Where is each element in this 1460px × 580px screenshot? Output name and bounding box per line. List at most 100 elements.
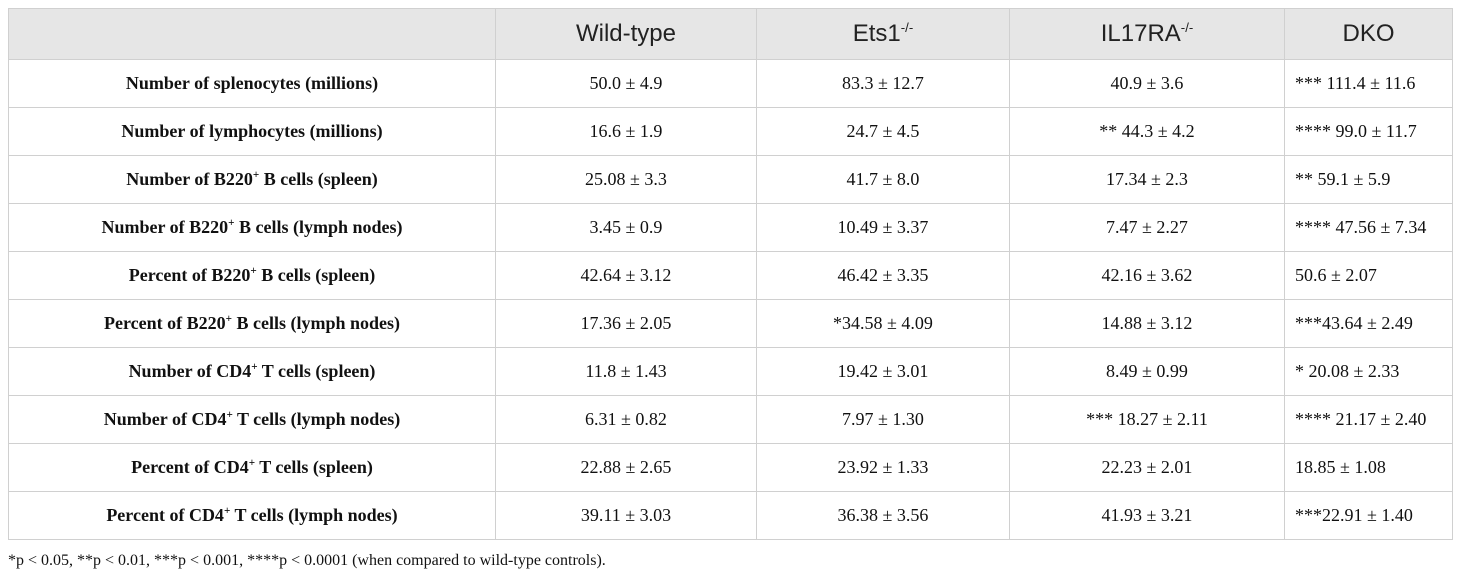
cell-ets1: 41.7 ± 8.0	[756, 155, 1010, 204]
cell-ets1: 19.42 ± 3.01	[756, 347, 1010, 396]
cell-il17ra: 7.47 ± 2.27	[1009, 203, 1285, 252]
header-il17ra: IL17RA-/-	[1009, 8, 1285, 60]
cell-dko: ** 59.1 ± 5.9	[1284, 155, 1453, 204]
cell-dko: 50.6 ± 2.07	[1284, 251, 1453, 300]
row-label: Number of CD4+ T cells (lymph nodes)	[8, 395, 496, 444]
table-row: Percent of CD4+ T cells (lymph nodes) 39.…	[8, 491, 1453, 540]
table-body: Number of splenocytes (millions) 50.0 ± 4…	[8, 59, 1453, 540]
row-label-post: T cells (lymph nodes)	[230, 505, 398, 525]
row-label: Number of B220+ B cells (spleen)	[8, 155, 496, 204]
row-label-pre: Percent of CD4	[131, 457, 249, 477]
table-row: Number of splenocytes (millions) 50.0 ± 4…	[8, 59, 1453, 108]
row-label-sup: +	[228, 217, 235, 229]
cell-dko: ***43.64 ± 2.49	[1284, 299, 1453, 348]
row-label-post: T cells (lymph nodes)	[232, 409, 401, 429]
row-label-pre: Number of B220	[101, 217, 229, 237]
table-row: Percent of B220+ B cells (spleen) 42.64 ±…	[8, 251, 1453, 300]
cell-wild-type: 11.8 ± 1.43	[495, 347, 757, 396]
cell-il17ra: 8.49 ± 0.99	[1009, 347, 1285, 396]
row-label: Percent of CD4+ T cells (spleen)	[8, 443, 496, 492]
cell-ets1: 10.49 ± 3.37	[756, 203, 1010, 252]
header-wild-type: Wild-type	[495, 8, 757, 60]
row-label: Number of CD4+ T cells (spleen)	[8, 347, 496, 396]
cell-il17ra: 42.16 ± 3.62	[1009, 251, 1285, 300]
row-label-pre: Number of splenocytes (millions)	[125, 73, 379, 93]
header-ets1-main: Ets1	[852, 20, 901, 47]
cell-dko: *** 111.4 ± 11.6	[1284, 59, 1453, 108]
cell-wild-type: 25.08 ± 3.3	[495, 155, 757, 204]
header-il17ra-main: IL17RA	[1100, 20, 1181, 47]
cell-il17ra: 41.93 ± 3.21	[1009, 491, 1285, 540]
cell-dko: **** 47.56 ± 7.34	[1284, 203, 1453, 252]
row-label-sup: +	[223, 505, 231, 517]
row-label-pre: Percent of B220	[103, 313, 226, 333]
row-label-post: B cells (lymph nodes)	[234, 217, 403, 237]
row-label-sup: +	[225, 313, 232, 325]
cell-il17ra: 40.9 ± 3.6	[1009, 59, 1285, 108]
table-row: Number of lymphocytes (millions) 16.6 ± 1…	[8, 107, 1453, 156]
significance-footnote: *p < 0.05, **p < 0.01, ***p < 0.001, ***…	[8, 552, 606, 569]
cell-wild-type: 42.64 ± 3.12	[495, 251, 757, 300]
cell-dko: **** 21.17 ± 2.40	[1284, 395, 1453, 444]
row-label: Percent of B220+ B cells (lymph nodes)	[8, 299, 496, 348]
row-label-sup: +	[226, 409, 233, 421]
cell-il17ra: 22.23 ± 2.01	[1009, 443, 1285, 492]
row-label: Percent of B220+ B cells (spleen)	[8, 251, 496, 300]
cell-ets1: 7.97 ± 1.30	[756, 395, 1010, 444]
row-label: Percent of CD4+ T cells (lymph nodes)	[8, 491, 496, 540]
table-row: Number of B220+ B cells (spleen) 25.08 ± …	[8, 155, 1453, 204]
row-label-post: B cells (spleen)	[256, 265, 376, 285]
header-dko: DKO	[1284, 8, 1453, 60]
row-label-pre: Percent of CD4	[106, 505, 224, 525]
cell-ets1: 46.42 ± 3.35	[756, 251, 1010, 300]
table-row: Number of B220+ B cells (lymph nodes) 3.4…	[8, 203, 1453, 252]
cell-ets1: 24.7 ± 4.5	[756, 107, 1010, 156]
row-label-pre: Number of CD4	[128, 361, 252, 381]
table-row: Number of CD4+ T cells (lymph nodes) 6.31…	[8, 395, 1453, 444]
cell-wild-type: 22.88 ± 2.65	[495, 443, 757, 492]
header-ets1: Ets1-/-	[756, 8, 1010, 60]
cell-il17ra: *** 18.27 ± 2.11	[1009, 395, 1285, 444]
row-label-sup: +	[252, 169, 260, 181]
cell-ets1: 83.3 ± 12.7	[756, 59, 1010, 108]
table-row: Percent of B220+ B cells (lymph nodes) 17…	[8, 299, 1453, 348]
cell-ets1: 23.92 ± 1.33	[756, 443, 1010, 492]
row-label-pre: Percent of B220	[128, 265, 251, 285]
cell-dko: 18.85 ± 1.08	[1284, 443, 1453, 492]
cell-ets1: *34.58 ± 4.09	[756, 299, 1010, 348]
cell-wild-type: 16.6 ± 1.9	[495, 107, 757, 156]
row-label: Number of splenocytes (millions)	[8, 59, 496, 108]
row-label-post: B cells (spleen)	[259, 169, 378, 189]
cell-dko: ***22.91 ± 1.40	[1284, 491, 1453, 540]
row-label-pre: Number of CD4	[103, 409, 227, 429]
row-label-pre: Number of B220	[126, 169, 253, 189]
row-label-post: T cells (spleen)	[255, 457, 373, 477]
row-label-sup: +	[251, 361, 258, 373]
cell-ets1: 36.38 ± 3.56	[756, 491, 1010, 540]
header-ets1-sup: -/-	[900, 20, 914, 35]
header-blank	[8, 8, 496, 60]
row-label-post: B cells (lymph nodes)	[231, 313, 400, 333]
table-row: Number of CD4+ T cells (spleen) 11.8 ± 1.…	[8, 347, 1453, 396]
cell-wild-type: 3.45 ± 0.9	[495, 203, 757, 252]
cell-dko: * 20.08 ± 2.33	[1284, 347, 1453, 396]
row-label-sup: +	[250, 265, 257, 277]
row-label: Number of B220+ B cells (lymph nodes)	[8, 203, 496, 252]
cell-wild-type: 50.0 ± 4.9	[495, 59, 757, 108]
header-row: Wild-type Ets1-/- IL17RA-/- DKO	[8, 8, 1453, 60]
row-label-post: T cells (spleen)	[257, 361, 376, 381]
cell-il17ra: 14.88 ± 3.12	[1009, 299, 1285, 348]
cell-il17ra: 17.34 ± 2.3	[1009, 155, 1285, 204]
cell-wild-type: 17.36 ± 2.05	[495, 299, 757, 348]
row-label-pre: Number of lymphocytes (millions)	[121, 121, 383, 141]
header-il17ra-sup: -/-	[1180, 20, 1194, 35]
cell-wild-type: 39.11 ± 3.03	[495, 491, 757, 540]
cell-wild-type: 6.31 ± 0.82	[495, 395, 757, 444]
row-label-sup: +	[248, 457, 256, 469]
row-label: Number of lymphocytes (millions)	[8, 107, 496, 156]
table-row: Percent of CD4+ T cells (spleen) 22.88 ± …	[8, 443, 1453, 492]
cell-dko: **** 99.0 ± 11.7	[1284, 107, 1453, 156]
results-table-container: Wild-type Ets1-/- IL17RA-/- DKO Number o…	[8, 8, 1453, 540]
cell-counts-table: Wild-type Ets1-/- IL17RA-/- DKO Number o…	[8, 8, 1453, 540]
cell-il17ra: ** 44.3 ± 4.2	[1009, 107, 1285, 156]
